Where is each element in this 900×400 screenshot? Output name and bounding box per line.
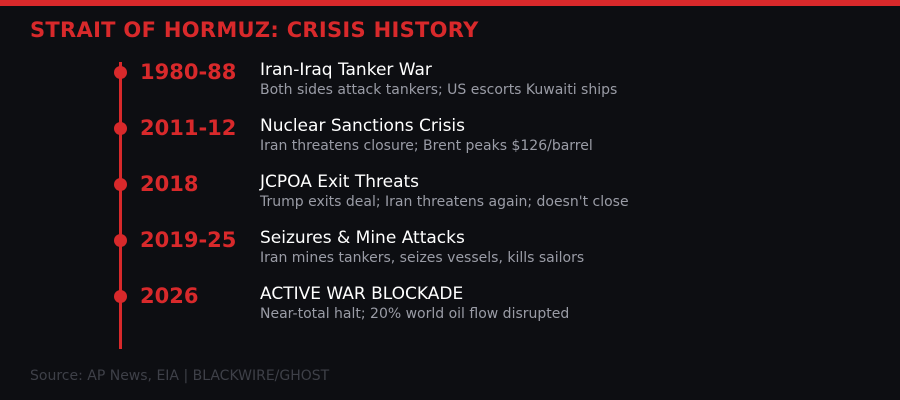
- timeline-event: 2026 ACTIVE WAR BLOCKADE Near-total halt…: [0, 284, 900, 337]
- event-title: JCPOA Exit Threats: [260, 172, 420, 192]
- timeline-dot-icon: [114, 66, 127, 79]
- event-description: Both sides attack tankers; US escorts Ku…: [260, 82, 618, 98]
- timeline-event: 1980-88 Iran-Iraq Tanker War Both sides …: [0, 60, 900, 113]
- event-title: ACTIVE WAR BLOCKADE: [260, 284, 464, 304]
- timeline-event: 2019-25 Seizures & Mine Attacks Iran min…: [0, 228, 900, 281]
- timeline-event: 2011-12 Nuclear Sanctions Crisis Iran th…: [0, 116, 900, 169]
- timeline-dot-icon: [114, 178, 127, 191]
- event-year: 2019-25: [140, 228, 237, 252]
- event-description: Iran mines tankers, seizes vessels, kill…: [260, 250, 585, 266]
- timeline-line: [119, 62, 122, 349]
- timeline-dot-icon: [114, 234, 127, 247]
- event-year: 2026: [140, 284, 199, 308]
- event-description: Iran threatens closure; Brent peaks $126…: [260, 138, 593, 154]
- event-title: Iran-Iraq Tanker War: [260, 60, 432, 80]
- page-title: STRAIT OF HORMUZ: CRISIS HISTORY: [30, 18, 479, 42]
- timeline-dot-icon: [114, 122, 127, 135]
- event-title: Seizures & Mine Attacks: [260, 228, 465, 248]
- event-title: Nuclear Sanctions Crisis: [260, 116, 466, 136]
- source-caption: Source: AP News, EIA | BLACKWIRE/GHOST: [30, 368, 330, 384]
- event-year: 1980-88: [140, 60, 237, 84]
- event-description: Near-total halt; 20% world oil flow disr…: [260, 306, 570, 322]
- top-accent-bar: [0, 0, 900, 6]
- timeline-dot-icon: [114, 290, 127, 303]
- timeline-event: 2018 JCPOA Exit Threats Trump exits deal…: [0, 172, 900, 225]
- event-year: 2018: [140, 172, 199, 196]
- event-year: 2011-12: [140, 116, 237, 140]
- event-description: Trump exits deal; Iran threatens again; …: [260, 194, 629, 210]
